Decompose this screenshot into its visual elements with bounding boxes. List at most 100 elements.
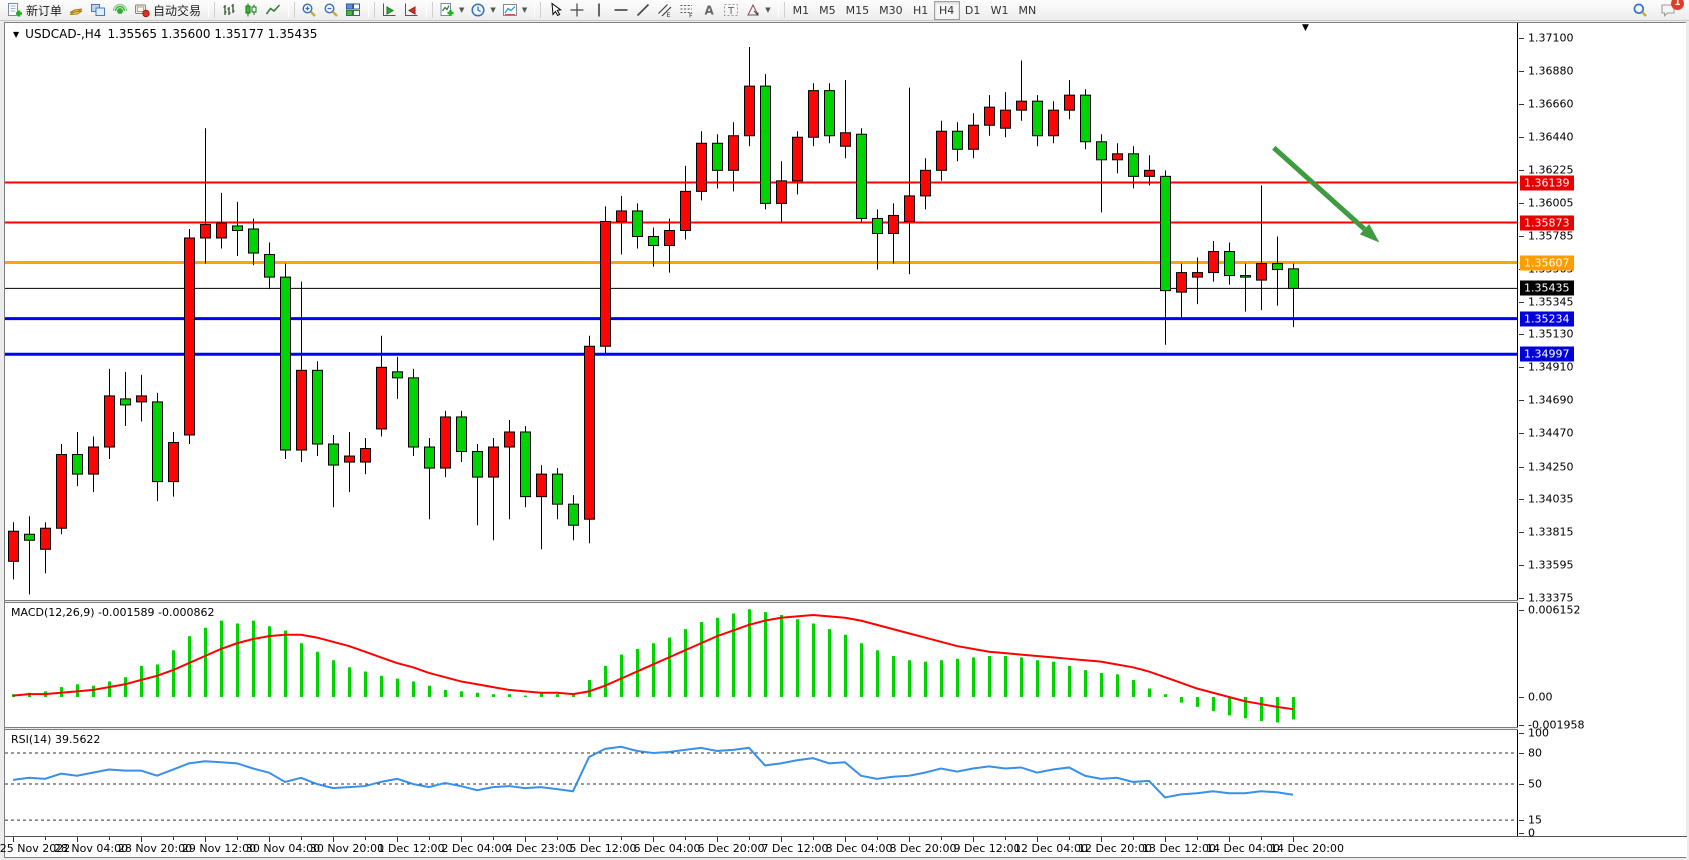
indicators-button[interactable]: ▼ bbox=[436, 1, 467, 20]
time-major-tick bbox=[845, 837, 846, 842]
step-forward-button[interactable] bbox=[378, 1, 400, 20]
fibonacci-icon: F bbox=[680, 5, 693, 18]
candlestick-chart[interactable] bbox=[5, 23, 1517, 600]
candlestick-series bbox=[8, 47, 1299, 595]
step-back-button[interactable] bbox=[400, 1, 422, 20]
timeframe-m1[interactable]: M1 bbox=[792, 3, 810, 17]
vertical-line-button[interactable] bbox=[588, 1, 610, 20]
chart-shift-marker-icon[interactable]: ▼ bbox=[1302, 23, 1309, 33]
notification-count-badge: 1 bbox=[1671, 0, 1684, 10]
timeframe-m5[interactable]: M5 bbox=[819, 3, 836, 17]
price-axis-label: 1.36005 bbox=[1528, 196, 1574, 210]
time-major-tick bbox=[13, 837, 14, 842]
time-axis-label: 8 Dec 20:00 bbox=[889, 842, 957, 855]
time-axis-label: 28 Nov 04:00 bbox=[53, 842, 129, 855]
time-minor-tick bbox=[493, 837, 494, 840]
signals-button[interactable] bbox=[109, 1, 131, 20]
templates-button[interactable]: ▼ bbox=[499, 1, 530, 20]
timeframe-m15[interactable]: M15 bbox=[845, 3, 870, 17]
panel-splitter[interactable] bbox=[5, 600, 1518, 603]
text-button[interactable]: A bbox=[698, 1, 720, 20]
auto-trading-button[interactable]: 自动交易 bbox=[131, 1, 204, 20]
level-price-badge: 1.35234 bbox=[1520, 311, 1574, 327]
time-major-tick bbox=[717, 837, 718, 842]
bull-candle bbox=[584, 345, 595, 520]
time-minor-tick bbox=[685, 837, 686, 840]
time-minor-tick bbox=[1133, 837, 1134, 840]
toolbar: 新订单 自动交易 ▼ ▼ ▼ E F A T ▼ M1 M5 M15 M30 H1 H4 D1 W1 MN 1 bbox=[0, 0, 1689, 21]
chart-title: ▼ USDCAD-,H4 1.35565 1.35600 1.35177 1.3… bbox=[13, 27, 317, 41]
time-minor-tick bbox=[877, 837, 878, 840]
new-order-button[interactable]: 新订单 bbox=[4, 1, 65, 20]
toolbar-separator bbox=[288, 2, 296, 18]
timeframe-w1[interactable]: W1 bbox=[990, 3, 1009, 17]
toolbar-group: ▼ ▼ ▼ bbox=[436, 0, 530, 21]
macd-panel[interactable]: MACD(12,26,9) -0.001589 -0.000862 bbox=[5, 603, 1517, 727]
plot-area[interactable]: ▼ USDCAD-,H4 1.35565 1.35600 1.35177 1.3… bbox=[5, 23, 1518, 857]
price-axis-tick bbox=[1519, 38, 1524, 39]
candle-chart-button[interactable] bbox=[240, 1, 262, 20]
timeframe-h1[interactable]: H1 bbox=[912, 3, 929, 17]
periods-button[interactable]: ▼ bbox=[467, 1, 498, 20]
bull-candle bbox=[184, 237, 195, 436]
dropdown-caret-icon[interactable]: ▼ bbox=[459, 6, 465, 14]
bar-chart-button[interactable] bbox=[218, 1, 240, 20]
price-axis-tick bbox=[1519, 609, 1524, 611]
zoom-in-button[interactable] bbox=[298, 1, 320, 20]
market-watch-button[interactable] bbox=[65, 1, 87, 20]
bull-candle bbox=[616, 210, 627, 222]
market-watch-icon bbox=[69, 8, 83, 15]
level-price-badge: 1.35873 bbox=[1520, 215, 1574, 230]
price-axis-label: 1.35785 bbox=[1528, 229, 1574, 243]
dropdown-caret-icon[interactable]: ▼ bbox=[521, 6, 528, 14]
tile-windows-button[interactable] bbox=[342, 1, 364, 20]
price-axis-tick bbox=[1519, 202, 1524, 204]
candle-chart-icon bbox=[245, 3, 257, 17]
time-major-tick bbox=[1037, 837, 1038, 842]
bear-candle bbox=[248, 228, 259, 254]
dropdown-caret-icon[interactable]: ▼ bbox=[490, 6, 496, 14]
search-button[interactable] bbox=[1629, 1, 1651, 20]
time-axis-label: 6 Dec 04:00 bbox=[633, 842, 701, 855]
price-panel[interactable]: ▼ USDCAD-,H4 1.35565 1.35600 1.35177 1.3… bbox=[5, 23, 1517, 600]
timeframe-mn[interactable]: MN bbox=[1018, 3, 1037, 17]
line-chart-button[interactable] bbox=[262, 1, 284, 20]
bull-candle bbox=[904, 195, 915, 222]
bull-candle bbox=[376, 366, 387, 430]
annotation-arrow[interactable] bbox=[1272, 145, 1380, 243]
time-minor-tick bbox=[1005, 837, 1006, 840]
navigator-icon bbox=[91, 4, 106, 16]
step-forward-icon bbox=[383, 3, 396, 16]
bear-candle bbox=[392, 371, 403, 379]
price-axis[interactable]: 1.37100 1.36880 1.36660 1.36440 1.36225 1.360… bbox=[1519, 23, 1686, 840]
navigator-button[interactable] bbox=[87, 1, 109, 20]
notifications-button[interactable]: 1 bbox=[1657, 0, 1684, 20]
time-axis[interactable]: 25 Nov 2022 28 Nov 04:00 28 Nov 20:00 29 No… bbox=[0, 836, 1687, 857]
equidistant-channel-button[interactable]: E bbox=[654, 1, 676, 20]
cursor-button[interactable] bbox=[544, 1, 566, 20]
bear-candle bbox=[568, 503, 579, 526]
trendline-button[interactable] bbox=[632, 1, 654, 20]
crosshair-button[interactable] bbox=[566, 1, 588, 20]
rsi-panel[interactable]: RSI(14) 39.5622 bbox=[5, 730, 1517, 836]
bull-candle bbox=[296, 369, 307, 451]
text-label-button[interactable]: T bbox=[720, 1, 742, 20]
toolbar-group bbox=[378, 0, 422, 21]
timeframe-h4[interactable]: H4 bbox=[933, 0, 960, 20]
timeframe-d1[interactable]: D1 bbox=[964, 3, 981, 17]
cursor-icon bbox=[551, 2, 563, 17]
dropdown-caret-icon[interactable]: ▼ bbox=[765, 6, 771, 14]
time-minor-tick bbox=[1197, 837, 1198, 840]
vertical-line-icon bbox=[598, 3, 601, 17]
panel-splitter[interactable] bbox=[5, 727, 1518, 730]
zoom-out-button[interactable] bbox=[320, 1, 342, 20]
bull-candle bbox=[8, 530, 19, 562]
horizontal-line-button[interactable] bbox=[610, 1, 632, 20]
fibonacci-button[interactable]: F bbox=[676, 1, 698, 20]
bull-candle bbox=[88, 446, 99, 475]
timeframe-m30[interactable]: M30 bbox=[879, 3, 903, 17]
symbol-dropdown-icon[interactable]: ▼ bbox=[13, 29, 20, 39]
text-label-icon: T bbox=[724, 4, 739, 17]
arrows-tool-button[interactable]: ▼ bbox=[742, 1, 773, 20]
time-major-tick bbox=[397, 837, 398, 842]
